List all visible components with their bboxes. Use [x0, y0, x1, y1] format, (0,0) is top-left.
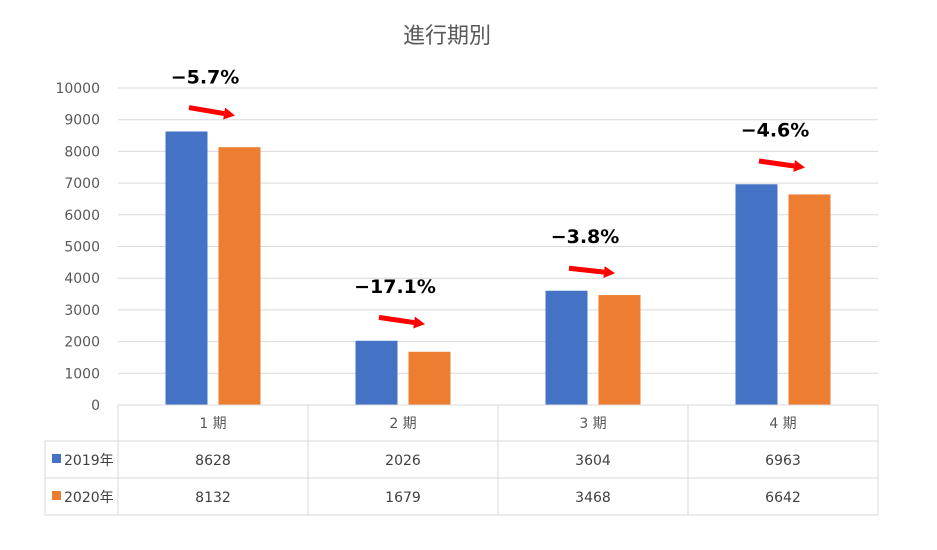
y-tick-label: 4000 [64, 271, 100, 287]
arrow-shaft [758, 158, 795, 169]
change-annotations: −5.7% −17.1% −3.8% −4.6% [171, 66, 810, 297]
table-value: 6963 [765, 453, 801, 469]
change-annotation: −3.8% [551, 226, 620, 248]
x-category-label: 1 期 [199, 416, 226, 432]
bar-2019-cat2 [355, 340, 398, 405]
table-value: 6642 [765, 490, 801, 506]
table-value: 8628 [195, 453, 231, 469]
y-tick-label: 10000 [55, 81, 100, 97]
chart-title: 進行期別 [403, 24, 491, 49]
y-axis-ticks: 0 1000 2000 3000 4000 5000 6000 7000 8000 9000 100… [55, 81, 100, 414]
arrow-head [413, 316, 425, 329]
y-tick-label: 6000 [64, 208, 100, 224]
y-tick-label: 1000 [64, 366, 100, 382]
legend-label: 2020年 [64, 490, 114, 506]
legend-key-2020 [52, 491, 61, 500]
y-tick-label: 7000 [64, 176, 100, 192]
y-tick-label: 3000 [64, 303, 100, 319]
arrow-head [793, 160, 805, 172]
arrow-head [603, 266, 615, 279]
arrow-shaft [188, 105, 225, 117]
bar-2020-cat1 [218, 147, 261, 405]
bar-2020-cat2 [408, 351, 451, 405]
bar-2020-cat3 [598, 295, 641, 405]
table-value: 3468 [575, 490, 611, 506]
y-tick-label: 8000 [64, 144, 100, 160]
table-value: 1679 [385, 490, 421, 506]
x-category-label: 2 期 [389, 416, 416, 432]
change-arrows [188, 105, 805, 329]
arrow-shaft [568, 265, 605, 275]
arrow-head [223, 107, 235, 120]
data-table: 1 期 2 期 3 期 4 期 2019年 8628 2026 3604 6963 2020年 81… [44, 404, 879, 516]
change-annotation: −17.1% [354, 276, 436, 298]
change-annotation: −4.6% [741, 119, 810, 141]
change-annotation: −5.7% [171, 66, 240, 88]
bar-2019-cat1 [165, 131, 208, 405]
legend-label: 2019年 [64, 453, 114, 469]
table-value: 3604 [575, 453, 611, 469]
y-tick-label: 2000 [64, 335, 100, 351]
bar-2019-cat3 [545, 290, 588, 405]
legend-key-2019 [52, 454, 61, 463]
arrow-shaft [378, 314, 415, 326]
table-value: 2026 [385, 453, 421, 469]
bars [165, 131, 831, 405]
y-tick-label: 0 [91, 398, 100, 414]
bar-2019-cat4 [735, 184, 778, 405]
y-tick-label: 5000 [64, 240, 100, 256]
x-category-label: 3 期 [579, 416, 606, 432]
x-category-label: 4 期 [769, 416, 796, 432]
bar-2020-cat4 [788, 194, 831, 405]
table-value: 8132 [195, 490, 231, 506]
y-tick-label: 9000 [64, 113, 100, 129]
